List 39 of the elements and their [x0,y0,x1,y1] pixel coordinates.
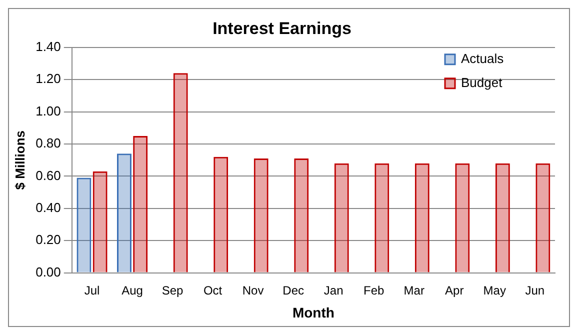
x-tick-label: Jul [84,283,100,298]
x-tick-label: Jun [525,283,545,298]
y-axis-title: $ Millions [12,130,28,190]
bar [455,163,470,272]
y-tick-label: 1.00 [36,103,61,118]
x-tick-label: Jan [324,283,344,298]
x-tick-label: Aug [122,283,143,298]
bar [116,154,132,272]
bar [173,73,188,272]
bar [133,136,148,272]
y-tick-label: 0.60 [36,168,61,183]
x-tick-label: Mar [404,283,424,298]
bar [294,158,309,272]
bar [334,163,349,272]
bar [414,163,430,272]
x-axis-title: Month [292,304,334,320]
legend-label: Budget [461,74,503,90]
x-tick-label: May [483,283,506,298]
y-tick-label: 0.20 [36,232,61,248]
y-tick-label: 0.40 [36,200,61,215]
bar [495,163,510,272]
bar [92,171,108,272]
x-tick-label: Dec [282,283,304,298]
x-tick-label: Feb [363,283,384,298]
y-tick-label: 0.00 [36,264,61,280]
bar [536,163,550,272]
x-tick-label: Nov [242,283,264,298]
y-tick-label: 0.80 [36,136,61,151]
bar [374,163,390,272]
chart-title: Interest Earnings [212,18,352,38]
x-tick-label: Sep [162,283,184,298]
y-tick-label: 1.20 [36,71,61,86]
x-tick-label: Apr [445,283,464,298]
bar [214,156,228,272]
bar [76,178,92,272]
y-tick-label: 1.40 [36,38,61,54]
legend-label: Actuals [461,50,504,66]
x-tick-label: Oct [203,283,223,298]
bar [254,158,268,272]
